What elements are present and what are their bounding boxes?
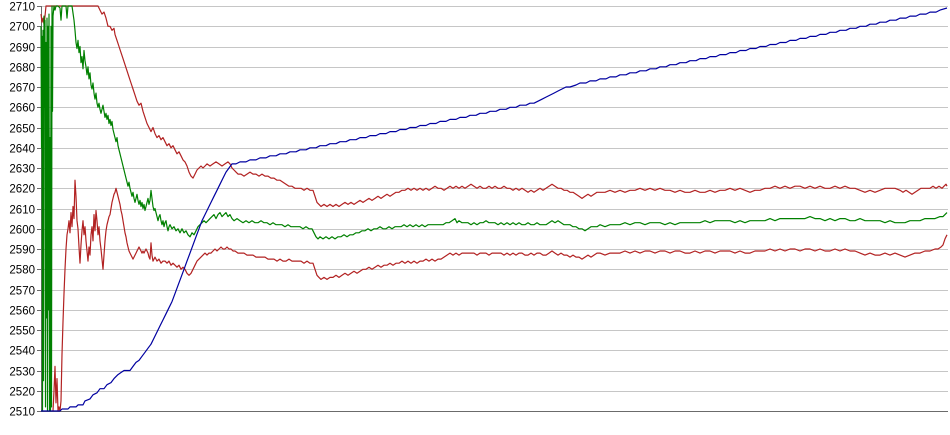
y-axis-label: 2610 [9,205,35,217]
y-axis-label: 2640 [9,144,35,156]
y-axis-label: 2690 [9,43,35,55]
series-upper-band [40,5,948,208]
y-axis-label: 2630 [9,164,35,176]
y-axis-label: 2680 [9,63,35,75]
y-axis-label: 2520 [9,387,35,399]
y-axis-label: 2550 [9,326,35,338]
y-axis-label: 2660 [9,103,35,115]
y-axis-label: 2600 [9,225,35,237]
y-axis-label: 2710 [9,2,35,14]
y-axis-label: 2530 [9,367,35,379]
series-cumulative [41,7,948,412]
series-average [40,5,948,412]
y-axis-label: 2670 [9,83,35,95]
y-axis-label: 2570 [9,286,35,298]
y-axis-label: 2620 [9,184,35,196]
y-axis-label: 2580 [9,265,35,277]
y-axis-label: 2590 [9,245,35,257]
y-axis-label: 2560 [9,306,35,318]
y-axis-label: 2700 [9,22,35,34]
y-axis-label: 2650 [9,124,35,136]
y-axis-label: 2540 [9,346,35,358]
y-axis-label: 2510 [9,407,35,419]
series-lower-band [52,179,948,412]
